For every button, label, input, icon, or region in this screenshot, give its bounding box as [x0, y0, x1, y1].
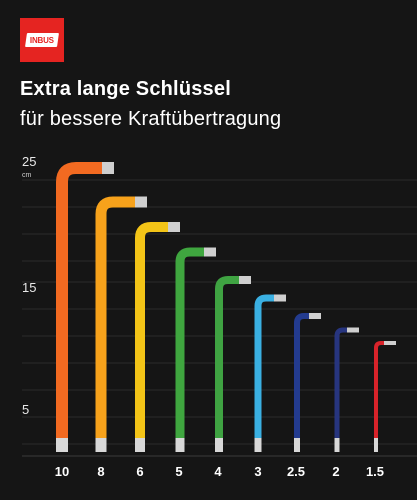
- key-body: [95, 196, 135, 442]
- key-tip-long: [294, 438, 300, 452]
- hex-key-4: [215, 276, 251, 452]
- key-body: [175, 247, 204, 442]
- x-label-8: 8: [97, 464, 105, 479]
- key-body: [215, 276, 239, 442]
- key-tip-short: [135, 196, 147, 208]
- key-tip-long: [374, 438, 378, 452]
- hex-key-3: [254, 294, 286, 452]
- hex-key-2: [334, 327, 359, 452]
- page-title: Extra lange Schlüssel: [20, 78, 231, 100]
- x-label-10: 10: [54, 464, 70, 479]
- key-body: [334, 327, 347, 442]
- key-tip-long: [175, 438, 185, 452]
- hex-key-5: [175, 247, 216, 452]
- key-tip-long: [334, 438, 340, 452]
- key-tip-short: [168, 222, 180, 232]
- x-label-2-5: 2.5: [286, 464, 306, 479]
- inbus-logo: INBUS: [20, 18, 64, 62]
- key-body: [254, 294, 274, 442]
- key-body: [374, 341, 384, 442]
- hex-key-1-5: [374, 341, 396, 452]
- key-tip-long: [95, 438, 107, 452]
- key-tip-long: [135, 438, 145, 452]
- hex-key-10: [56, 162, 114, 452]
- hex-key-6: [135, 222, 180, 452]
- y-tick-25: 25: [22, 154, 37, 169]
- key-tip-short: [204, 247, 216, 257]
- key-tip-long: [56, 438, 68, 452]
- key-body: [294, 313, 309, 442]
- x-label-3: 3: [254, 464, 262, 479]
- x-label-1-5: 1.5: [365, 464, 385, 479]
- y-tick-5: 5: [22, 402, 30, 417]
- key-tip-short: [309, 313, 321, 319]
- key-tip-long: [254, 438, 262, 452]
- x-label-2: 2: [332, 464, 340, 479]
- key-body: [135, 222, 168, 442]
- page-subtitle: für bessere Kraftübertragung: [20, 108, 282, 130]
- key-tip-short: [239, 276, 251, 284]
- key-tip-short: [102, 162, 114, 174]
- hex-key-2-5: [294, 313, 321, 452]
- hex-keys: [56, 162, 396, 452]
- key-body: [56, 162, 102, 442]
- key-tip-short: [347, 327, 359, 333]
- key-tip-short: [274, 294, 286, 302]
- key-tip-short: [384, 341, 396, 345]
- x-label-5: 5: [175, 464, 183, 479]
- key-tip-long: [215, 438, 223, 452]
- y-unit: cm: [22, 172, 32, 179]
- x-label-4: 4: [214, 464, 222, 479]
- x-label-6: 6: [136, 464, 144, 479]
- hex-key-8: [95, 196, 147, 452]
- y-tick-15: 15: [22, 280, 37, 295]
